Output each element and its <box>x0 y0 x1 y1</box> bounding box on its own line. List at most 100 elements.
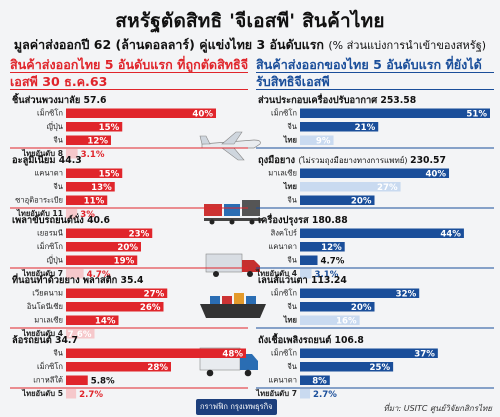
bar <box>66 209 78 219</box>
bar-value: 5.8% <box>91 376 115 386</box>
bar-value: 8% <box>312 376 327 386</box>
bar <box>300 255 318 265</box>
bar-value: 40% <box>192 109 213 119</box>
bar <box>66 168 123 178</box>
row-label: ไทยอันดับ 4 <box>255 268 297 278</box>
row-label: ไทย <box>283 181 297 191</box>
bar-value: 27% <box>377 183 398 193</box>
row-label: เม็กซิโก <box>37 108 63 118</box>
bar <box>300 315 360 325</box>
right-title-underline-2 <box>256 89 494 90</box>
freight-train-icon <box>204 200 262 225</box>
panel-value: 44.3 <box>59 155 82 166</box>
row-label: ซาอุดิอาระเบีย <box>15 196 63 205</box>
panel-title-label: ที่นอนทำด้วยยาง พลาสติก <box>12 273 121 286</box>
left-title-underline-2 <box>10 89 248 90</box>
bar <box>66 135 111 145</box>
bar <box>66 362 171 372</box>
bar <box>66 122 123 132</box>
panel-value: 57.6 <box>84 95 107 106</box>
cargo-ship-icon <box>200 293 266 318</box>
panel-value: 35.4 <box>121 275 144 286</box>
bar-value: 20% <box>351 196 372 206</box>
panel-title: เพลาขับรถยนต์นั่ง 40.6 <box>12 213 110 226</box>
bar-value: 4.7% <box>321 256 345 266</box>
panel-title: ถังเชื้อเพลิงรถยนต์ 106.8 <box>258 332 364 346</box>
row-label: ไทย <box>283 135 297 145</box>
bar-value: 4.7% <box>87 270 111 280</box>
row-label: เม็กซิโก <box>37 361 63 371</box>
airplane-icon <box>199 131 261 161</box>
row-label: ไทยอันดับ 7 <box>21 268 63 278</box>
row-label: จีน <box>287 196 297 205</box>
bar-value: 25% <box>370 363 391 373</box>
panel-title: เลนส์แว่นตา 113.24 <box>258 274 347 286</box>
panel-title: เครื่องปรุงรส 180.88 <box>258 213 348 226</box>
bar <box>66 149 78 159</box>
bar-value: 20% <box>351 303 372 313</box>
panel-title-label: ล้อรถยนต์ <box>12 334 55 346</box>
row-label: ไทยอันดับ 5 <box>21 388 63 398</box>
right-title-underline <box>256 72 494 73</box>
row-label: เกาหลีใต้ <box>33 376 63 385</box>
panel-value: 40.6 <box>87 215 110 226</box>
bar-value: 3.1% <box>81 150 105 160</box>
bar-value: 2.7% <box>313 390 337 400</box>
left-title-underline <box>10 72 248 73</box>
bar-value: 16% <box>336 316 357 326</box>
bar <box>66 195 108 205</box>
bar-value: 12% <box>87 136 108 146</box>
bar-value: 37% <box>414 349 435 359</box>
bar <box>300 375 330 385</box>
bar-value: 28% <box>147 363 168 373</box>
bar <box>66 348 246 358</box>
row-label: จีน <box>287 256 297 265</box>
panel-title: อะลูมิเนียม 44.3 <box>12 154 82 166</box>
panel-title-label: ถุงมือยาง <box>258 154 298 166</box>
bar <box>66 255 138 265</box>
bar <box>66 269 84 279</box>
row-label: จีน <box>287 362 297 371</box>
row-label: แคนาดา <box>268 242 297 251</box>
bar <box>66 228 153 238</box>
row-label: ญี่ปุ่น <box>47 255 63 265</box>
bar-value: 15% <box>99 123 120 133</box>
bar-value: 15% <box>99 169 120 179</box>
row-label: มาเลเซีย <box>268 169 297 178</box>
panel-title-label: เลนส์แว่นตา <box>258 274 311 286</box>
bar <box>300 195 375 205</box>
panel-title-label: อะลูมิเนียม <box>12 154 59 166</box>
panel-title: ล้อรถยนต์ 34.7 <box>12 334 78 346</box>
bar <box>300 269 312 279</box>
panel-title: ที่นอนทำด้วยยาง พลาสติก 35.4 <box>12 273 144 286</box>
bar <box>66 182 115 192</box>
row-label: ไทยอันดับ 4 <box>21 328 63 338</box>
bar-value: 9% <box>316 136 331 146</box>
bar <box>66 329 95 339</box>
row-label: ไทยอันดับ 8 <box>21 148 63 158</box>
bar-value: 44% <box>440 229 461 239</box>
row-label: จีน <box>53 182 63 191</box>
right-section-title: สินค้าส่งออกของไทย 5 อันดับแรก ที่ยังได้… <box>256 57 482 89</box>
panel-title: ส่วนประกอบเครื่องปรับอากาศ 253.58 <box>258 93 416 106</box>
panel-value: 34.7 <box>55 335 78 346</box>
bar <box>300 389 311 399</box>
row-label: จีน <box>287 302 297 311</box>
bar-value: 21% <box>355 123 376 133</box>
panel-value: 113.24 <box>311 275 347 286</box>
panel-value: 106.8 <box>334 335 363 346</box>
bar <box>300 122 379 132</box>
bar-value: 19% <box>114 256 135 266</box>
bar-value: 26% <box>140 303 161 313</box>
row-label: จีน <box>287 122 297 131</box>
bar-value: 40% <box>425 169 446 179</box>
panel-value: 230.57 <box>410 155 446 166</box>
row-label: เวียดนาม <box>32 289 63 298</box>
bar <box>66 302 164 312</box>
source-note: ที่มา: USITC ศูนย์วิจัยกสิกรไทย <box>383 404 492 413</box>
bar-value: 3% <box>80 210 95 220</box>
row-label: เม็กซิโก <box>271 288 297 298</box>
bar-value: 7.6% <box>68 330 92 340</box>
bar-value: 12% <box>321 243 342 253</box>
